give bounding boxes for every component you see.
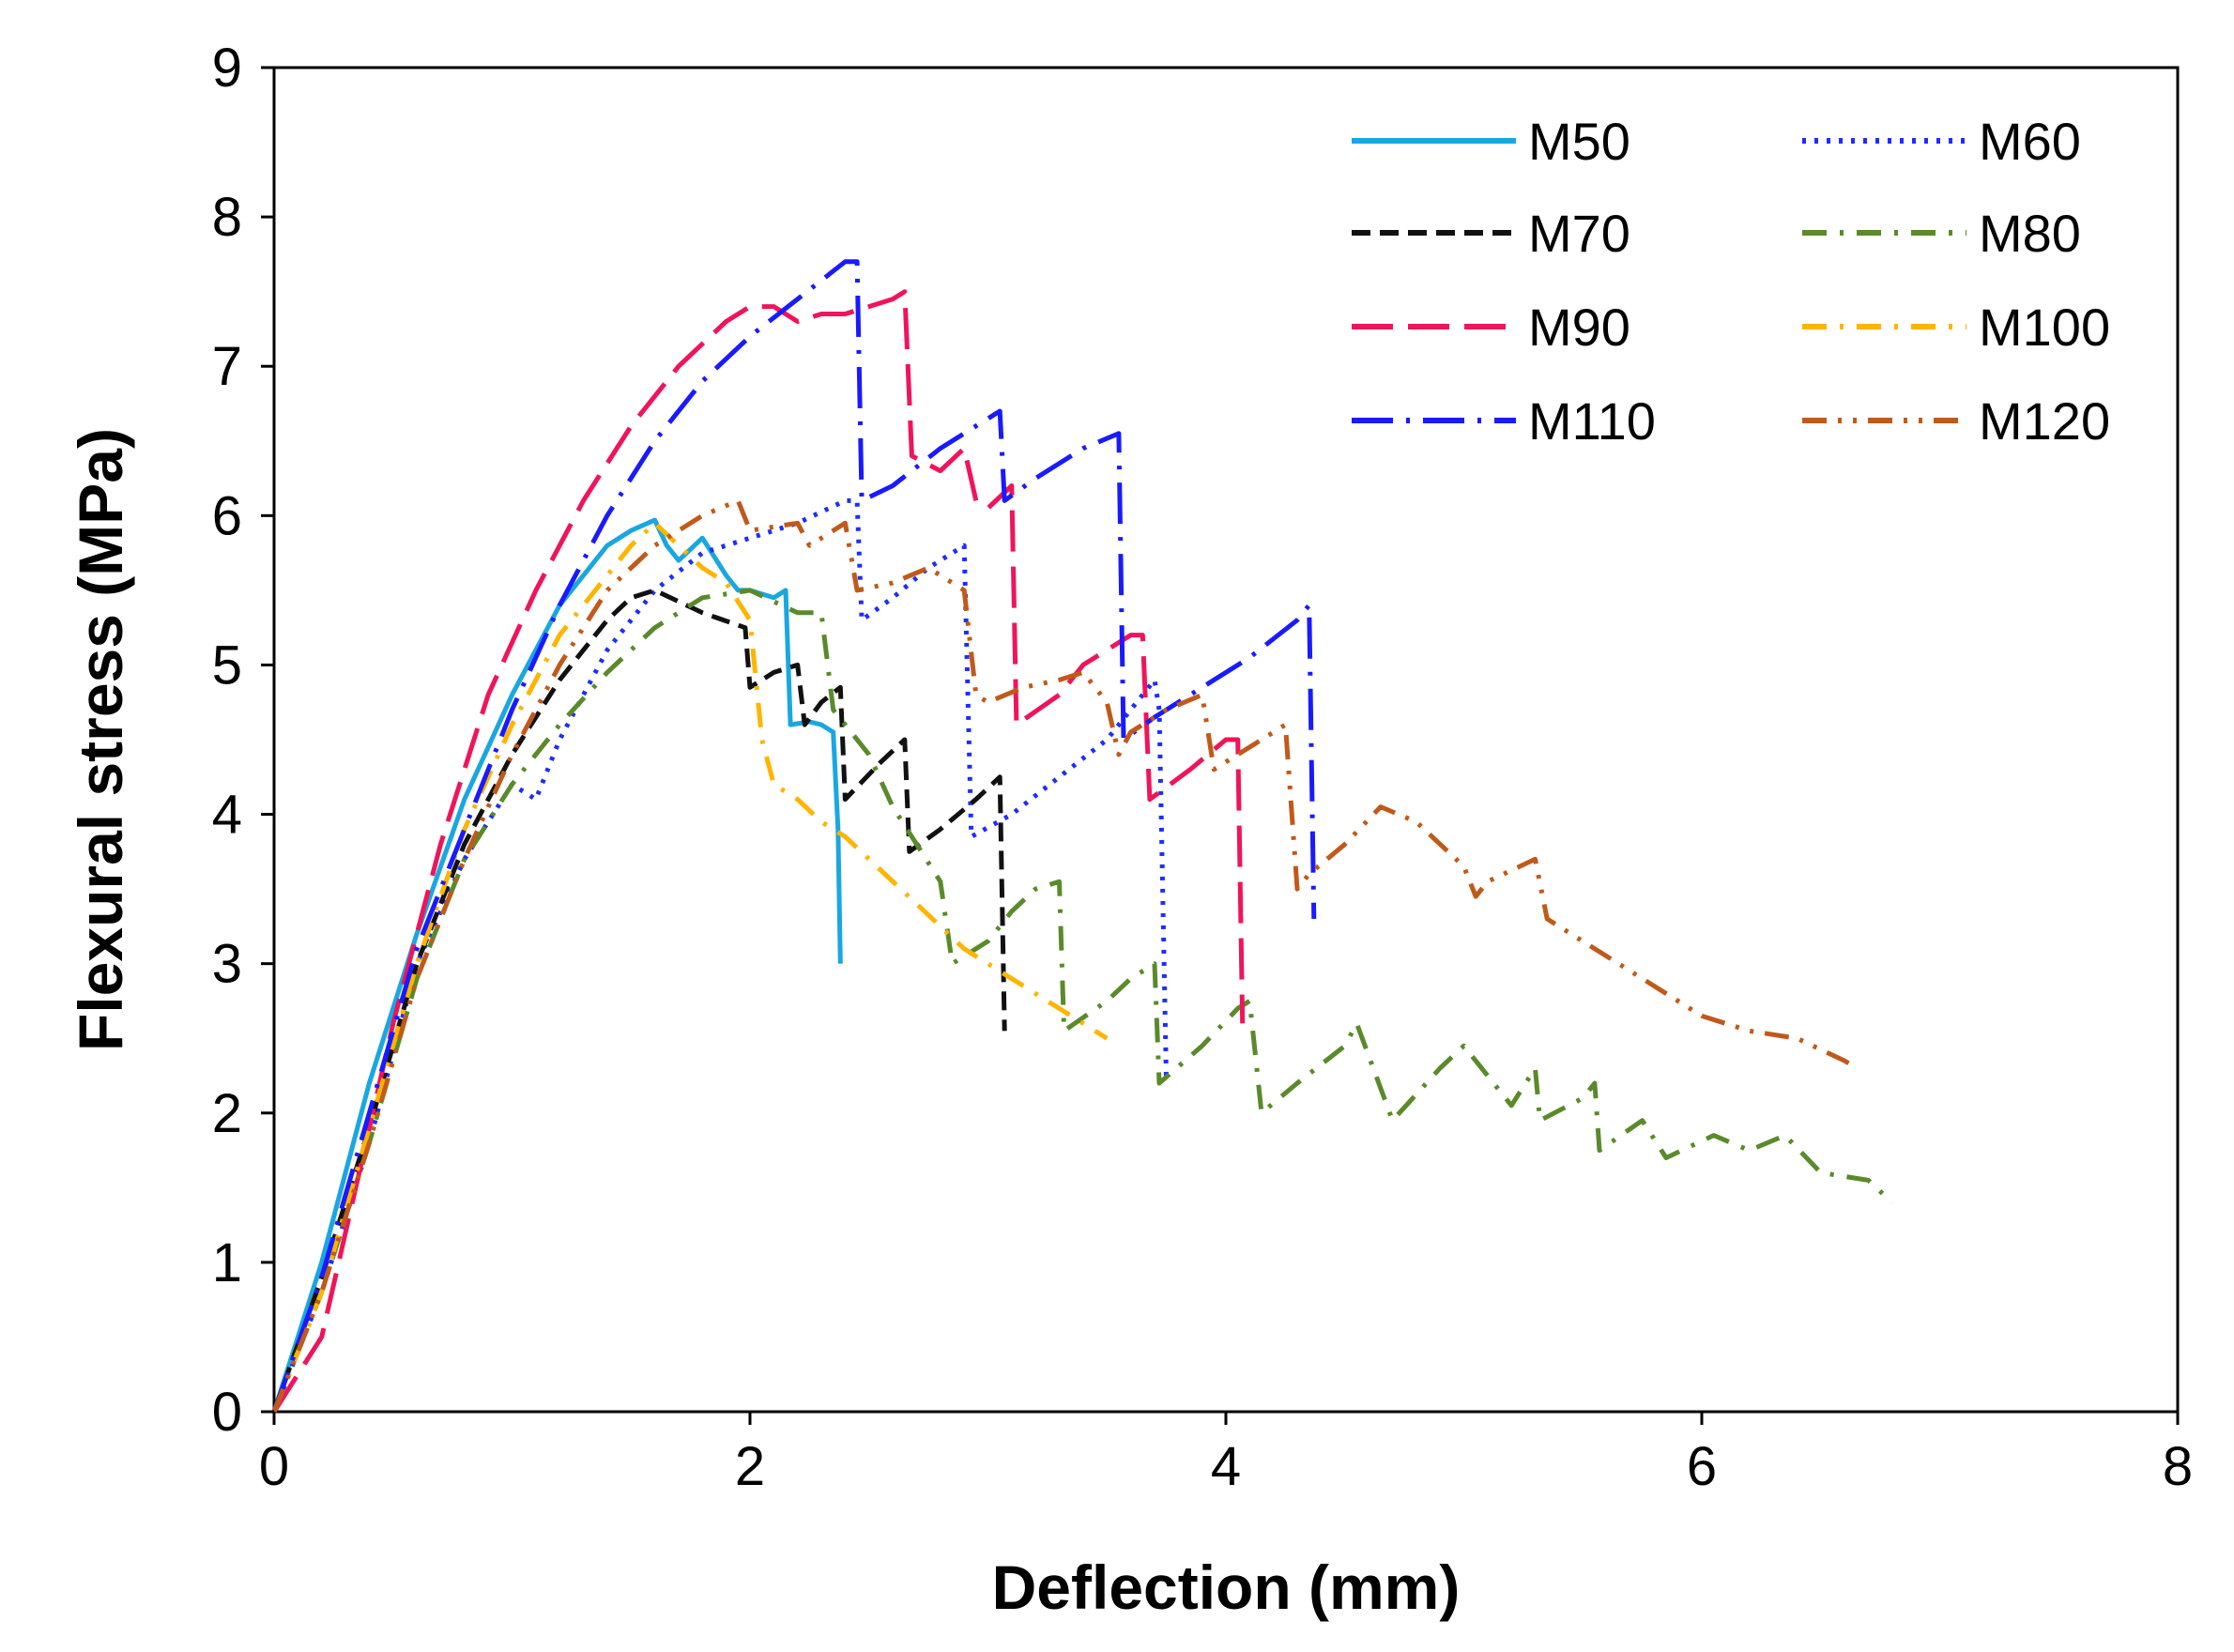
y-tick-label: 2 [212,1083,242,1144]
x-tick-label: 4 [1211,1436,1241,1497]
y-tick-label: 9 [212,38,242,99]
legend-label-m110: M110 [1528,391,1656,451]
series-line-m80 [271,588,1894,1413]
y-tick-label: 6 [212,485,242,546]
legend-label-m120: M120 [1979,391,2110,451]
x-tick-label: 6 [1687,1436,1717,1497]
y-tick-label: 4 [212,785,242,846]
y-tick-label: 0 [212,1382,242,1443]
series-line-m120 [271,497,1859,1413]
series-line-m90 [271,289,1246,1414]
legend-label-m100: M100 [1979,298,2110,357]
y-tick-label: 3 [212,934,242,995]
x-axis-title: Deflection (mm) [992,1553,1461,1622]
legend-label-m60: M60 [1979,112,2081,171]
y-tick-label: 8 [212,187,242,248]
axis-layer: 0 2 4 6 8 0 1 2 3 4 5 6 7 8 9 [212,38,2193,1497]
series-layer [271,259,1894,1414]
x-tick-label: 0 [259,1436,289,1497]
x-tick-label: 8 [2163,1436,2193,1497]
y-tick-label: 5 [212,635,242,696]
y-axis-title: Flexural stress (MPa) [66,428,135,1051]
series-line-m100 [271,520,1109,1413]
legend: M50 M60 M70 M80 M90 M100 M110 M120 [1352,112,2110,451]
legend-label-m90: M90 [1528,298,1630,357]
x-tick-label: 2 [735,1436,765,1497]
legend-label-m70: M70 [1528,204,1630,263]
series-line-m110 [271,259,1317,1413]
y-tick-label: 7 [212,336,242,397]
y-tick-label: 1 [212,1232,242,1293]
legend-label-m80: M80 [1979,204,2081,263]
legend-label-m50: M50 [1528,112,1630,171]
